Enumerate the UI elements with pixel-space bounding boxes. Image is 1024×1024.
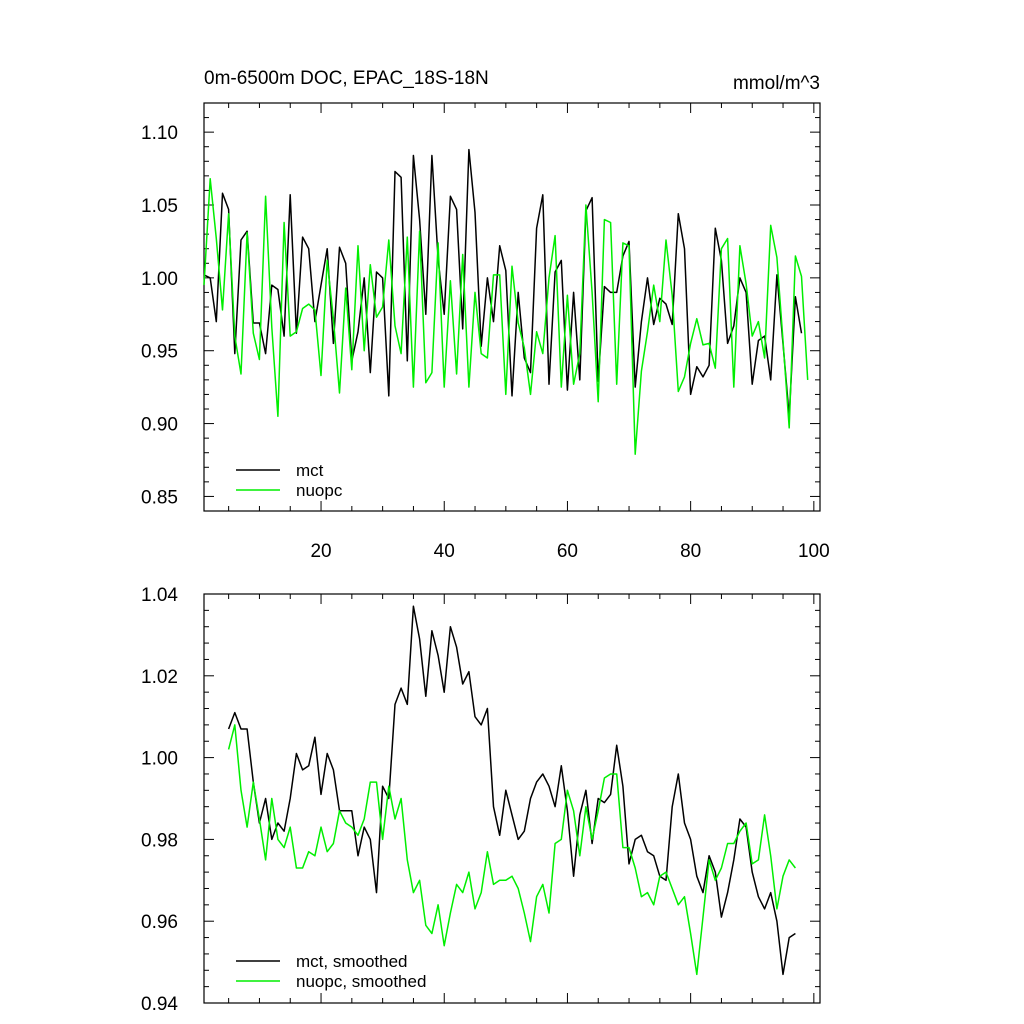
top-y-tick-label: 1.05 bbox=[141, 196, 178, 217]
top-x-tick-label: 80 bbox=[680, 541, 701, 562]
top-x-tick-label: 20 bbox=[310, 541, 331, 562]
top-y-tick-label: 1.10 bbox=[141, 123, 178, 144]
top-y-tick-label: 0.95 bbox=[141, 342, 178, 363]
bottom-y-tick-label: 0.98 bbox=[141, 830, 178, 851]
bottom-y-tick-label: 1.00 bbox=[141, 749, 178, 770]
bottom-y-tick-label: 1.04 bbox=[141, 585, 178, 606]
top-x-tick-label: 100 bbox=[798, 541, 830, 562]
bottom-panel: 0.94 0.96 0.98 1.00 1.02 1.04 mct, smoothednuo… bbox=[141, 585, 821, 1015]
bottom-series-line-nuopc bbox=[227, 724, 796, 976]
bottom-y-tick-label: 0.94 bbox=[141, 994, 178, 1015]
top-x-tick-label: 40 bbox=[434, 541, 455, 562]
top-series-line-mct bbox=[203, 148, 803, 418]
top-y-tick-label: 0.85 bbox=[141, 487, 178, 508]
top-units: mmol/m^3 bbox=[733, 73, 820, 94]
legend-label: mct, smoothed bbox=[296, 952, 408, 971]
top-plot-frame bbox=[203, 102, 821, 512]
legend-label: nuopc bbox=[296, 481, 343, 500]
top-series-line-nuopc bbox=[203, 178, 809, 455]
top-panel: 0m-6500m DOC, EPAC_18S-18N mmol/m^3 0.85… bbox=[141, 68, 830, 562]
bottom-y-tick-label: 0.96 bbox=[141, 912, 178, 933]
bottom-plot-frame bbox=[203, 593, 821, 1004]
top-tick-marks bbox=[204, 102, 820, 512]
bottom-tick-marks bbox=[204, 593, 820, 1004]
bottom-y-tick-label: 1.02 bbox=[141, 667, 178, 688]
bottom-series-line-mct bbox=[227, 605, 796, 976]
top-y-tick-label: 0.90 bbox=[141, 415, 178, 436]
legend-label: mct bbox=[296, 461, 324, 480]
top-x-tick-label: 60 bbox=[557, 541, 578, 562]
legend-label: nuopc, smoothed bbox=[296, 972, 426, 991]
top-y-tick-label: 1.00 bbox=[141, 269, 178, 290]
top-title: 0m-6500m DOC, EPAC_18S-18N bbox=[204, 68, 489, 89]
